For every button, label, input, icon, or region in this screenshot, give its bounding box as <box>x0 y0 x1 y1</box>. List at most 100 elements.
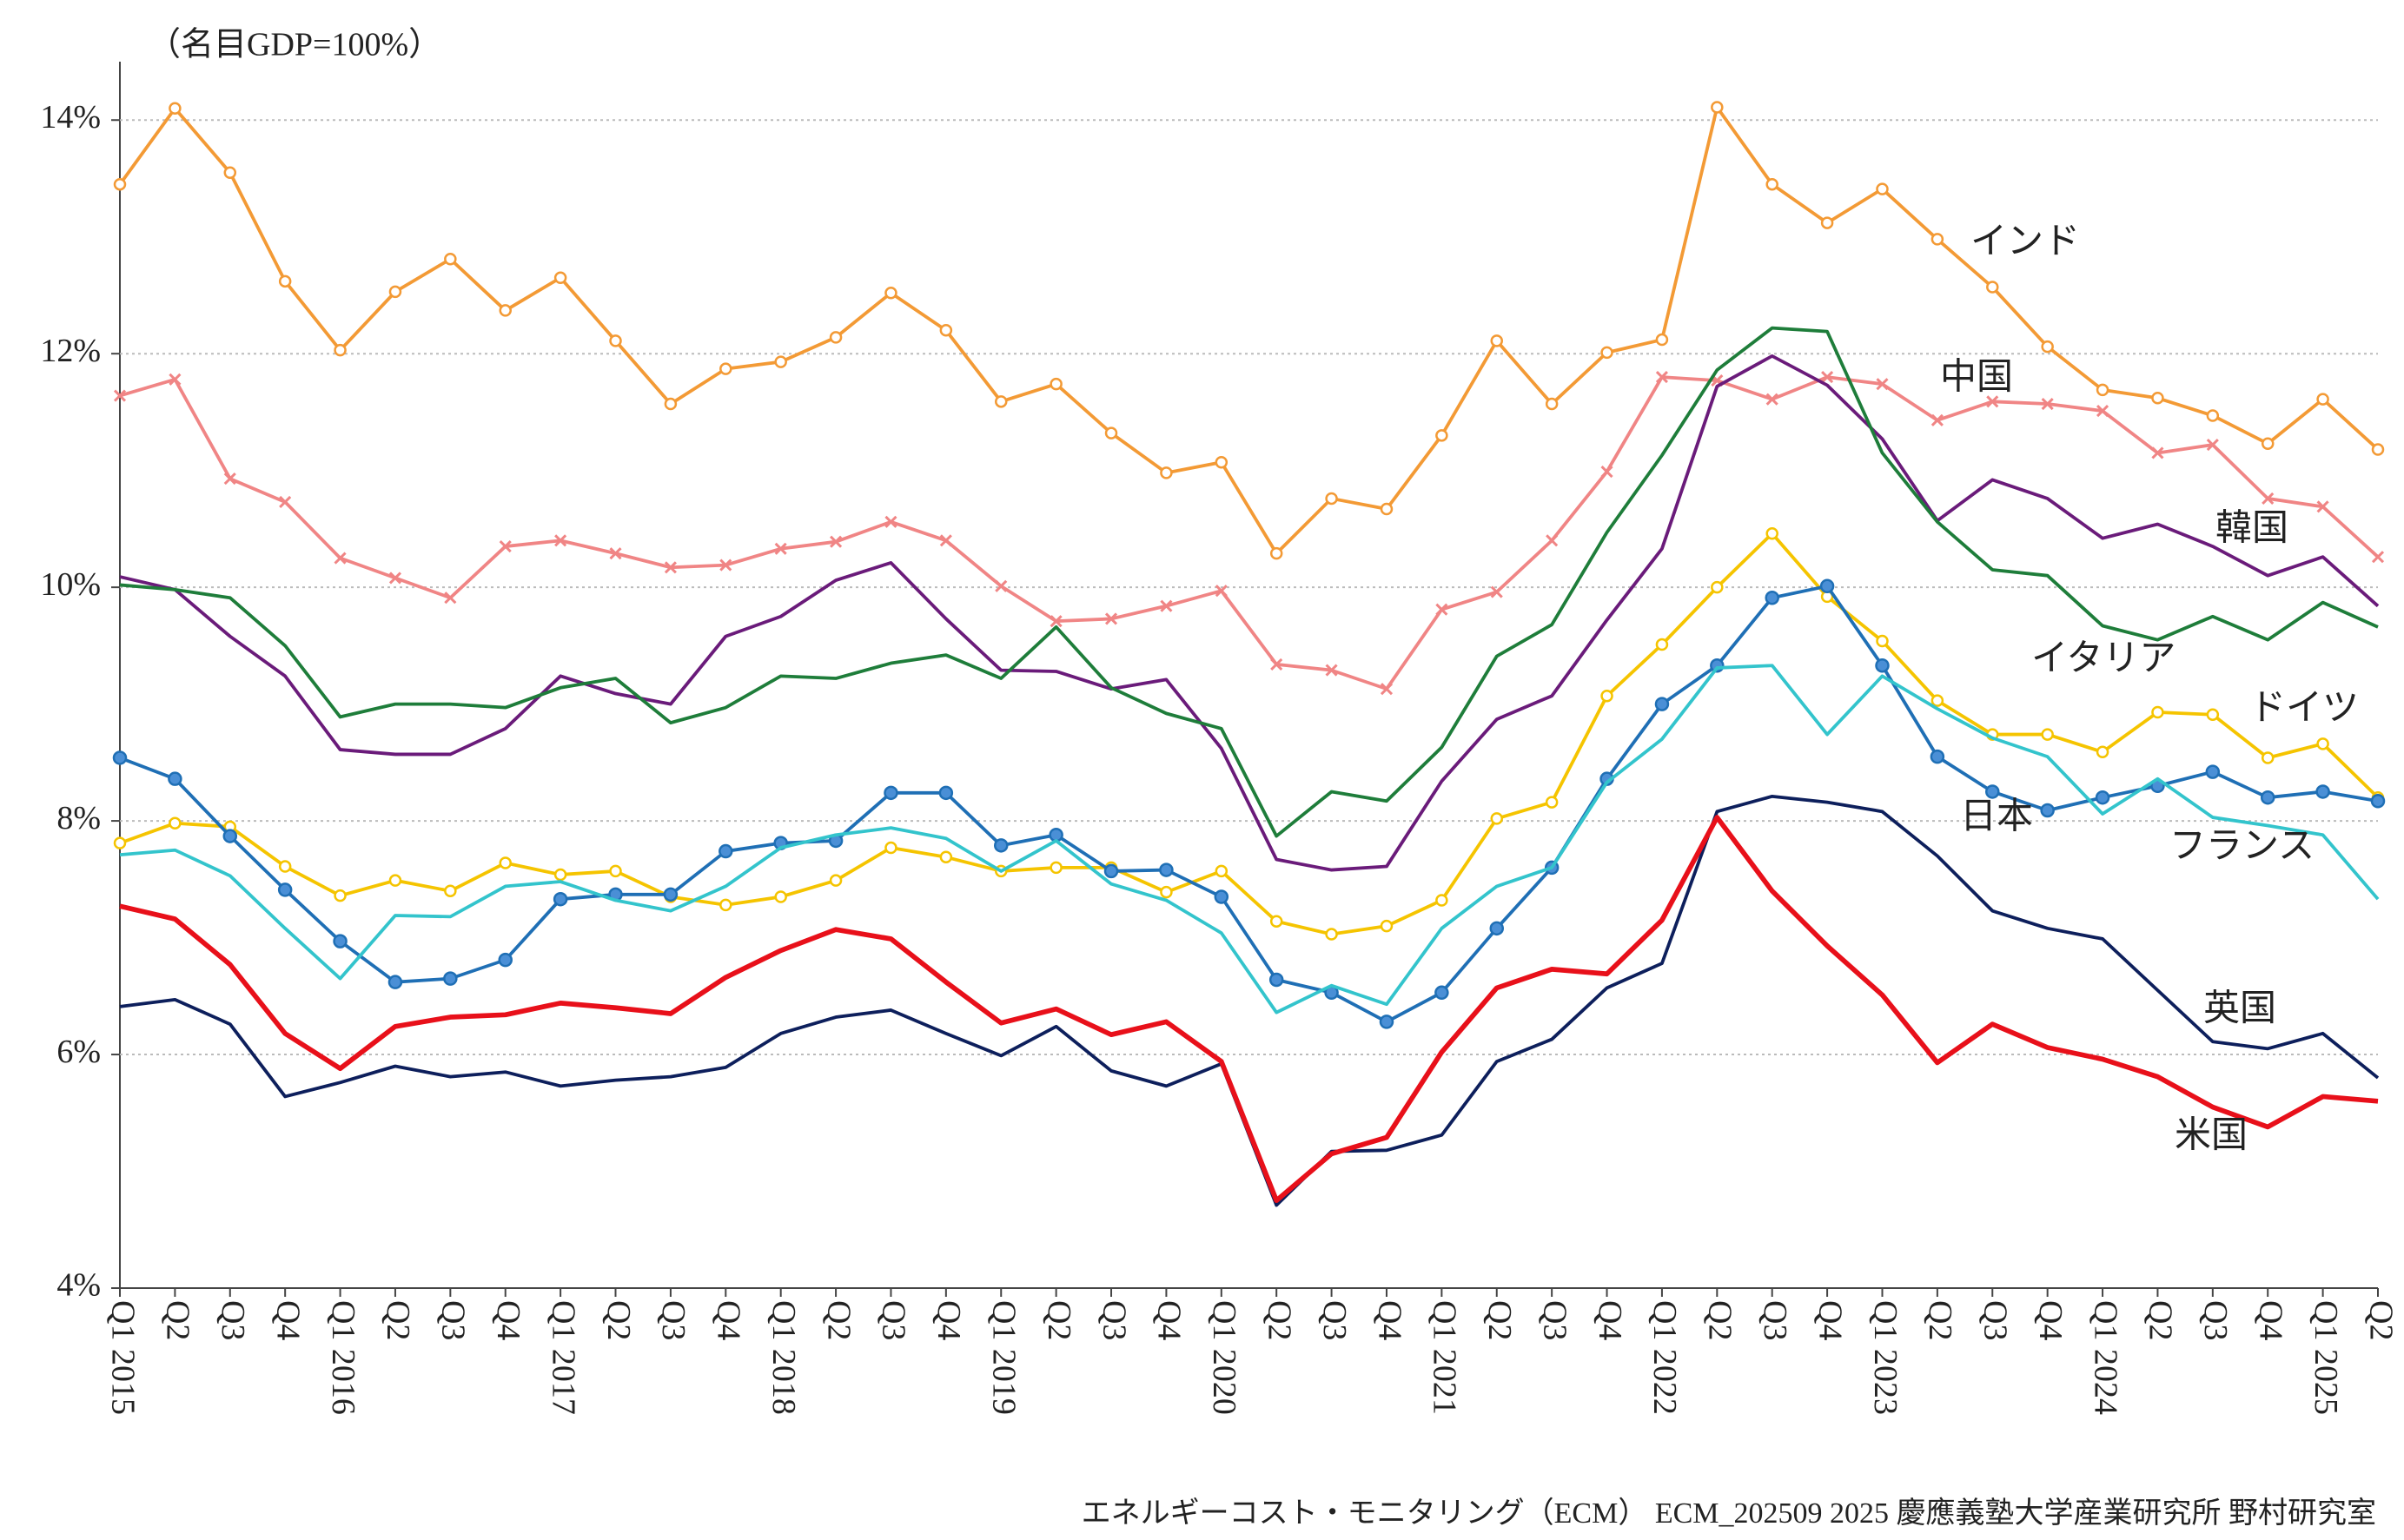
series <box>119 794 2380 1207</box>
x-tick-label: Q1 2024 <box>2087 1300 2123 1415</box>
x-tick-label: Q2 <box>1481 1300 1518 1340</box>
y-tick-label: 14% <box>40 99 101 135</box>
series-label: ドイツ <box>2249 689 2359 729</box>
point <box>2205 764 2221 779</box>
x-tick-label: Q4 <box>1151 1300 1188 1340</box>
point <box>719 843 733 859</box>
point <box>884 515 897 528</box>
point <box>169 102 182 116</box>
x-tick-label: Q2 <box>2142 1300 2179 1340</box>
x-tick-label: Q2 <box>600 1300 637 1340</box>
point <box>2371 443 2385 456</box>
series <box>113 101 2385 560</box>
point <box>2041 340 2054 354</box>
point <box>444 592 457 605</box>
point <box>278 274 292 288</box>
point <box>2262 492 2275 506</box>
point <box>719 558 732 572</box>
point <box>1160 885 1173 899</box>
point <box>222 829 238 843</box>
point <box>939 534 952 547</box>
point <box>113 177 127 191</box>
y-tick-label: 12% <box>40 333 101 369</box>
source-note: エネルギーコスト・モニタリング（ECM） ECM_202509 2025 慶應義… <box>1082 1497 2376 1530</box>
point <box>1545 796 1559 809</box>
x-tick-label: Q2 <box>1922 1300 1958 1340</box>
point <box>388 285 402 299</box>
point <box>1050 377 1063 391</box>
point <box>1930 413 1944 426</box>
series-label: イタリア <box>2031 639 2176 679</box>
point <box>1159 863 1174 877</box>
x-tick-label: Q1 2021 <box>1427 1300 1463 1415</box>
series-line <box>119 326 2379 838</box>
series-label: 米国 <box>2175 1116 2248 1156</box>
series-line <box>118 105 2380 556</box>
point <box>2316 393 2329 406</box>
series-label: 中国 <box>1940 358 2013 398</box>
point <box>1050 615 1063 628</box>
point <box>1215 585 1228 598</box>
series <box>119 664 2380 1015</box>
point <box>499 540 512 553</box>
point <box>553 271 567 285</box>
series <box>113 371 2385 696</box>
point <box>1930 749 1945 764</box>
point <box>2315 784 2330 799</box>
point <box>1435 429 1448 442</box>
x-tick-label: Q2 <box>820 1300 857 1340</box>
x-tick-label: Q1 2018 <box>765 1300 802 1415</box>
point <box>1325 492 1338 506</box>
series <box>112 578 2386 1029</box>
x-tick-label: Q4 <box>2253 1300 2289 1340</box>
x-tick-label: Q1 2016 <box>325 1300 361 1415</box>
point <box>1490 812 1504 825</box>
point <box>553 868 567 882</box>
chart-title: （名目GDP=100%） <box>148 27 441 63</box>
point <box>1490 585 1503 598</box>
point <box>334 889 347 902</box>
x-tick-label: Q3 <box>2197 1300 2234 1340</box>
x-tick-label: Q1 2023 <box>1867 1300 1904 1415</box>
x-tick-label: Q3 <box>1096 1300 1132 1340</box>
series-label: 韓国 <box>2215 509 2288 549</box>
point <box>2206 439 2219 452</box>
point <box>2096 405 2109 418</box>
point <box>609 334 622 347</box>
x-tick-label: Q1 2022 <box>1646 1300 1683 1415</box>
point <box>554 534 567 547</box>
point <box>1875 658 1890 673</box>
point <box>499 304 512 317</box>
point <box>1600 346 1613 360</box>
point <box>1160 599 1173 612</box>
point <box>2041 728 2054 741</box>
point <box>2040 803 2055 818</box>
point <box>388 874 402 887</box>
point <box>278 860 292 873</box>
point <box>2370 793 2386 809</box>
point <box>1050 861 1063 875</box>
x-tick-label: Q3 <box>1536 1300 1573 1340</box>
point <box>1876 378 1889 391</box>
point <box>884 841 897 855</box>
x-tick-label: Q3 <box>655 1300 692 1340</box>
series-label: 英国 <box>2203 989 2276 1029</box>
point <box>2096 745 2109 759</box>
point <box>830 535 843 548</box>
point <box>1489 921 1505 936</box>
point <box>169 373 182 386</box>
point <box>829 874 843 887</box>
point <box>1820 216 1834 229</box>
point <box>2316 500 2329 513</box>
point <box>1380 502 1394 516</box>
point <box>2151 446 2164 459</box>
point <box>609 864 622 878</box>
point <box>1876 182 1889 195</box>
point <box>113 389 127 402</box>
x-tick-label: Q1 2019 <box>986 1300 1023 1415</box>
x-tick-label: Q4 <box>2032 1300 2069 1340</box>
point <box>2096 383 2109 397</box>
series <box>119 354 2380 872</box>
point <box>2041 397 2054 411</box>
